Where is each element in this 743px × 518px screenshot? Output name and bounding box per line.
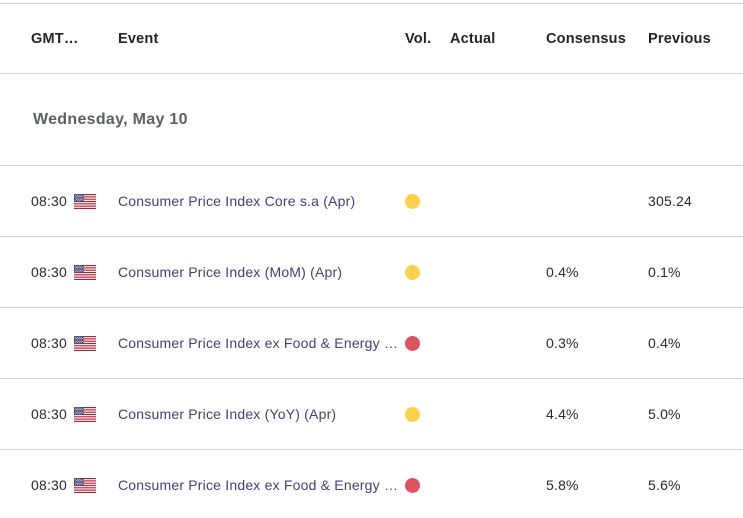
column-header-actual: Actual [450,30,496,47]
volatility-dot-icon [405,477,420,493]
column-header-consensus: Consensus [546,30,626,47]
event-link[interactable]: Consumer Price Index (MoM) (Apr) [118,264,343,280]
event-time: 08:30 [31,477,68,493]
volatility-cell [405,477,450,493]
event-time: 08:30 [31,406,68,422]
previous-value: 5.6% [648,477,681,493]
column-header-previous: Previous [648,30,711,47]
previous-value: 0.1% [648,264,681,280]
event-link[interactable]: Consumer Price Index (YoY) (Apr) [118,406,337,422]
event-time: 08:30 [31,335,68,351]
consensus-value: 4.4% [546,406,579,422]
event-row[interactable]: 08:30 Consumer Price Index (YoY) (Apr) 4… [0,379,743,450]
event-link[interactable]: Consumer Price Index ex Food & Energy … [118,335,399,351]
event-link[interactable]: Consumer Price Index ex Food & Energy … [118,477,399,493]
column-header-vol: Vol. [405,30,432,47]
us-flag-icon [74,335,118,351]
event-time: 08:30 [31,193,68,209]
us-flag-icon [74,264,118,280]
volatility-dot-icon [405,335,420,351]
us-flag-icon [74,406,118,422]
event-row[interactable]: 08:30 Consumer Price Index ex Food & Ene… [0,450,743,518]
volatility-cell [405,264,450,280]
volatility-cell [405,335,450,351]
previous-value: 0.4% [648,335,681,351]
volatility-dot-icon [405,264,420,280]
previous-value: 5.0% [648,406,681,422]
previous-value: 305.24 [648,193,693,209]
event-time: 08:30 [31,264,68,280]
us-flag-icon [74,193,118,209]
column-header-gmt: GMT… [31,30,79,47]
volatility-dot-icon [405,406,420,422]
volatility-dot-icon [405,193,420,209]
consensus-value: 5.8% [546,477,579,493]
event-row[interactable]: 08:30 Consumer Price Index ex Food & Ene… [0,308,743,379]
date-group-row: Wednesday, May 10 [0,74,743,166]
event-row[interactable]: 08:30 Consumer Price Index Core s.a (Apr… [0,166,743,237]
date-label: Wednesday, May 10 [33,110,188,128]
column-header-event: Event [118,30,159,47]
us-flag-icon [74,477,118,493]
event-link[interactable]: Consumer Price Index Core s.a (Apr) [118,193,356,209]
calendar-header-row: GMT… Event Vol. Actual Consensus Previou… [0,4,743,74]
consensus-value: 0.4% [546,264,579,280]
event-row[interactable]: 08:30 Consumer Price Index (MoM) (Apr) 0… [0,237,743,308]
economic-calendar-table: GMT… Event Vol. Actual Consensus Previou… [0,3,743,518]
volatility-cell [405,193,450,209]
volatility-cell [405,406,450,422]
consensus-value: 0.3% [546,335,579,351]
